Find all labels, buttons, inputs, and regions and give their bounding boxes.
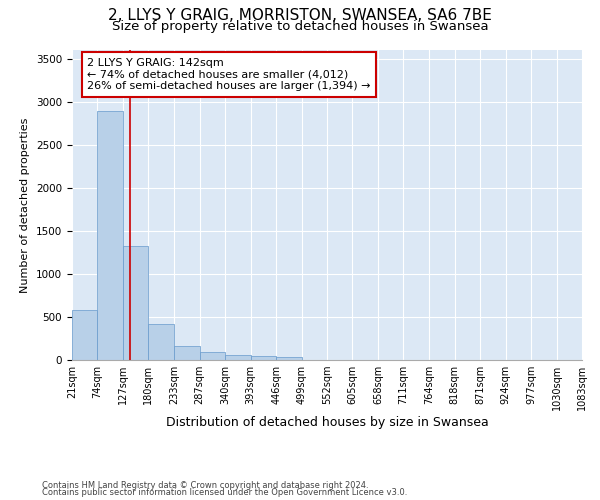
Bar <box>200 352 225 360</box>
X-axis label: Distribution of detached houses by size in Swansea: Distribution of detached houses by size … <box>166 416 488 428</box>
Bar <box>174 346 200 360</box>
Text: Size of property relative to detached houses in Swansea: Size of property relative to detached ho… <box>112 20 488 33</box>
Bar <box>225 356 251 360</box>
Bar <box>148 324 174 360</box>
Bar <box>72 310 97 360</box>
Text: 2, LLYS Y GRAIG, MORRISTON, SWANSEA, SA6 7BE: 2, LLYS Y GRAIG, MORRISTON, SWANSEA, SA6… <box>108 8 492 22</box>
Bar <box>276 356 302 360</box>
Text: 2 LLYS Y GRAIG: 142sqm
← 74% of detached houses are smaller (4,012)
26% of semi-: 2 LLYS Y GRAIG: 142sqm ← 74% of detached… <box>88 58 371 91</box>
Bar <box>97 111 123 360</box>
Text: Contains public sector information licensed under the Open Government Licence v3: Contains public sector information licen… <box>42 488 407 497</box>
Bar <box>251 356 276 360</box>
Bar <box>123 246 148 360</box>
Y-axis label: Number of detached properties: Number of detached properties <box>20 118 31 292</box>
Text: Contains HM Land Registry data © Crown copyright and database right 2024.: Contains HM Land Registry data © Crown c… <box>42 480 368 490</box>
